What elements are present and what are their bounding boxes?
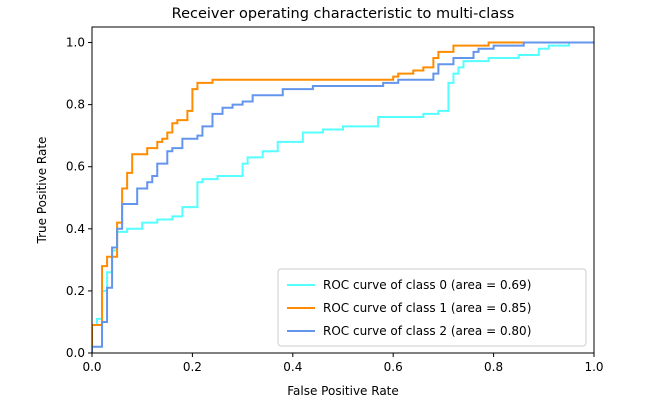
series-layer [92, 41, 594, 353]
y-tick-label: 0.8 [66, 98, 85, 112]
plot-frame [91, 26, 595, 354]
legend: ROC curve of class 0 (area = 0.69) ROC cu… [277, 268, 587, 347]
y-axis: 0.0 0.2 0.4 0.6 0.8 1.0 [66, 36, 92, 360]
x-tick-label: 0.0 [82, 360, 101, 374]
legend-entry-label: ROC curve of class 1 (area = 0.85) [323, 301, 531, 315]
legend-entry-label: ROC curve of class 0 (area = 0.69) [323, 278, 531, 292]
x-tick-label: 0.8 [484, 360, 503, 374]
x-tick-label: 1.0 [584, 360, 603, 374]
legend-entry-label: ROC curve of class 2 (area = 0.80) [323, 324, 531, 338]
x-axis: 0.0 0.2 0.4 0.6 0.8 1.0 [82, 353, 604, 374]
x-tick-label: 0.6 [384, 360, 403, 374]
y-tick-label: 0.0 [66, 346, 85, 360]
x-tick-label: 0.4 [283, 360, 302, 374]
series-line-class-2 [92, 41, 594, 353]
x-axis-label: False Positive Rate [287, 384, 399, 398]
y-tick-label: 0.6 [66, 160, 85, 174]
chart-title: Receiver operating characteristic to mul… [172, 6, 515, 22]
y-tick-label: 0.4 [66, 222, 85, 236]
y-tick-label: 0.2 [66, 284, 85, 298]
legend-box [277, 268, 587, 347]
x-tick-label: 0.2 [183, 360, 202, 374]
y-axis-label: True Positive Rate [35, 137, 49, 245]
y-tick-label: 1.0 [66, 36, 85, 50]
